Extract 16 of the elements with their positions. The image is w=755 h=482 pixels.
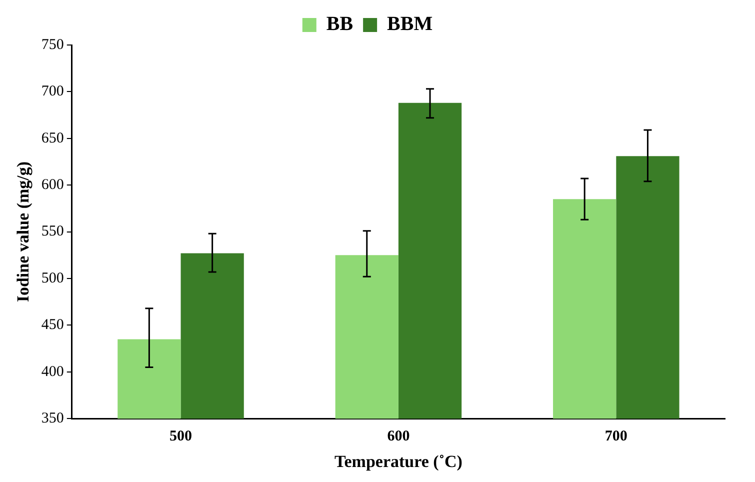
y-tick-label: 700	[41, 84, 64, 100]
y-tick-label: 550	[41, 224, 64, 240]
y-tick-label: 600	[41, 177, 64, 194]
legend-label: BB	[326, 13, 354, 36]
y-tick-label: 350	[41, 410, 64, 427]
x-tick-label: 600	[387, 428, 410, 444]
y-tick-label: 400	[41, 364, 64, 380]
y-tick-label: 750	[41, 36, 64, 53]
x-tick-label: 700	[604, 428, 628, 444]
legend-label: BBM	[387, 13, 433, 36]
x-tick-label: 500	[170, 428, 192, 444]
y-tick-label: 650	[41, 130, 64, 146]
x-axis-title: Temperature (˚C)	[334, 452, 462, 472]
y-axis-title: Iodine value (mg/g)	[14, 161, 33, 302]
y-tick-label: 500	[41, 270, 64, 286]
y-tick-label: 450	[41, 317, 64, 334]
